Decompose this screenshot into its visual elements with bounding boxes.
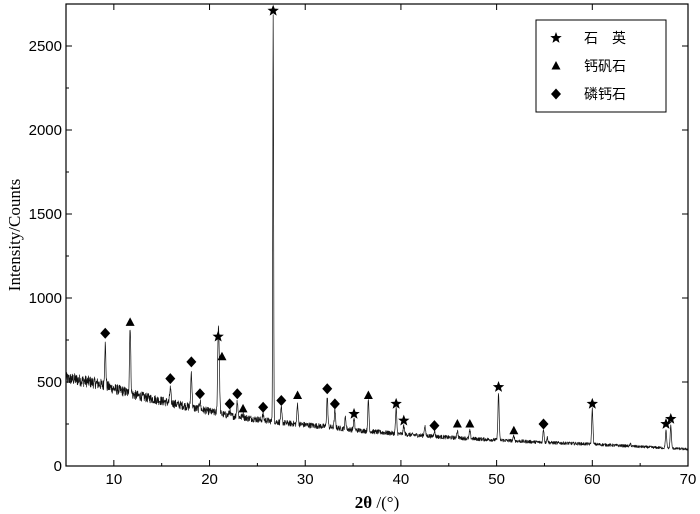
phosphate-diamond-marker xyxy=(224,398,235,410)
legend-label: 石 英 xyxy=(584,30,626,47)
quartz-star-marker xyxy=(398,414,410,426)
phosphate-diamond-marker xyxy=(322,383,333,395)
peak-markers xyxy=(100,4,677,435)
phosphate-diamond-marker xyxy=(276,394,287,406)
y-tick-label: 1000 xyxy=(29,290,62,307)
ettringite-triangle-marker xyxy=(217,351,227,361)
ettringite-triangle-marker xyxy=(465,419,475,428)
ettringite-triangle-marker xyxy=(293,390,303,399)
quartz-star-marker xyxy=(665,412,677,424)
legend-label: 钙矾石 xyxy=(584,59,626,75)
phosphate-diamond-marker xyxy=(258,401,269,413)
ettringite-triangle-marker xyxy=(509,425,519,435)
quartz-star-marker xyxy=(348,407,360,419)
legend-star-icon xyxy=(550,32,562,43)
x-tick-label: 50 xyxy=(488,471,505,488)
x-tick-label: 40 xyxy=(393,471,410,488)
y-axis-title: Intensity/Counts xyxy=(5,179,24,291)
plot-frame xyxy=(65,3,689,467)
x-tick-label: 10 xyxy=(106,471,123,488)
x-axis-title: 2θ /(°) xyxy=(355,493,399,512)
phosphate-diamond-marker xyxy=(232,388,243,400)
ettringite-triangle-marker xyxy=(363,390,373,399)
y-tick-label: 500 xyxy=(37,374,62,391)
phosphate-diamond-marker xyxy=(429,420,440,432)
phosphate-diamond-marker xyxy=(538,418,549,430)
axis-ticks: 10 20 30 40 50 60 70 0 500 1000 1500 2000 2500 xyxy=(29,4,697,488)
y-tick-label: 0 xyxy=(54,458,62,475)
quartz-star-marker xyxy=(267,4,279,16)
quartz-star-marker xyxy=(212,330,224,342)
diffraction-pattern xyxy=(65,14,689,451)
ettringite-triangle-marker xyxy=(125,317,135,326)
y-tick-label: 2500 xyxy=(29,38,62,55)
quartz-star-marker xyxy=(660,418,672,429)
y-tick-label: 2000 xyxy=(29,122,62,139)
phosphate-diamond-marker xyxy=(100,327,111,339)
x-tick-label: 30 xyxy=(297,471,314,488)
quartz-star-marker xyxy=(492,381,505,392)
x-axis-title-unit: /(°) xyxy=(372,493,399,512)
x-tick-label: 60 xyxy=(584,471,601,488)
y-tick-label: 1500 xyxy=(29,206,62,223)
legend-triangle-icon xyxy=(551,61,561,70)
phosphate-diamond-marker xyxy=(194,388,205,400)
quartz-star-marker xyxy=(586,397,599,409)
x-tick-label: 70 xyxy=(680,471,697,488)
quartz-star-marker xyxy=(390,397,402,409)
legend-diamond-icon xyxy=(551,88,561,100)
x-axis-title-main: 2θ xyxy=(355,493,373,512)
ettringite-triangle-marker xyxy=(238,403,248,413)
phosphate-diamond-marker xyxy=(186,356,197,368)
ettringite-triangle-marker xyxy=(452,419,462,428)
legend-label: 磷钙石 xyxy=(584,87,626,103)
phosphate-diamond-marker xyxy=(165,373,176,385)
xrd-trace xyxy=(65,14,689,451)
x-tick-label: 20 xyxy=(201,471,218,488)
phosphate-diamond-marker xyxy=(329,398,340,410)
